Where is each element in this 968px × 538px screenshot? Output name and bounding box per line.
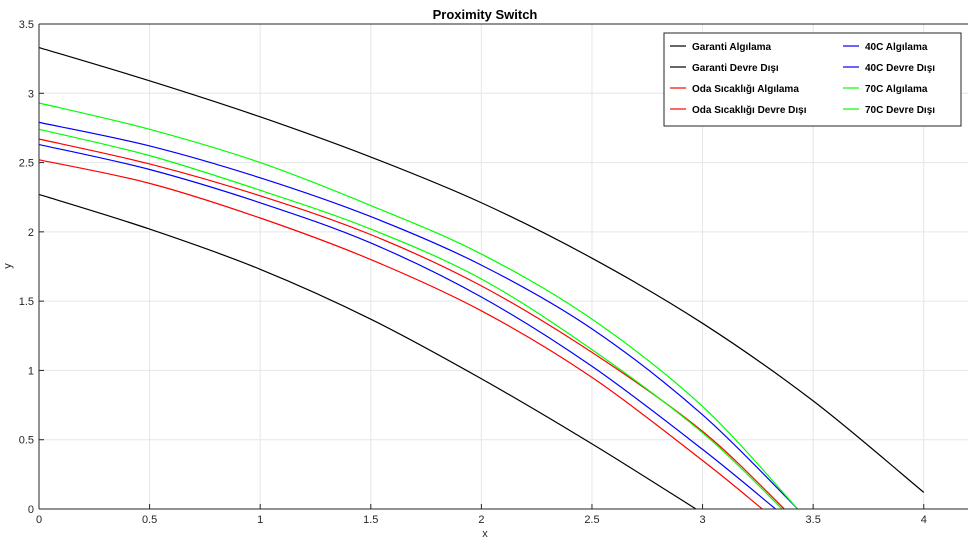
legend-label: Oda Sıcaklığı Devre Dışı [692, 105, 807, 116]
series-line-5 [39, 122, 798, 509]
legend-label: 70C Algılama [865, 84, 928, 95]
y-tick-label: 3 [28, 88, 34, 100]
y-tick-label: 1.5 [19, 296, 34, 308]
x-tick-label: 3.5 [806, 514, 821, 526]
x-tick-label: 3 [700, 514, 706, 526]
legend-label: 40C Devre Dışı [865, 63, 935, 74]
series-line-3 [39, 139, 784, 509]
legend-label: 70C Devre Dışı [865, 105, 935, 116]
chart-title: Proximity Switch [433, 7, 538, 22]
legend: Garanti Algılama Garanti Devre Dışı Oda Sı… [664, 33, 961, 126]
x-tick-label: 0 [36, 514, 42, 526]
series-line-8 [39, 129, 782, 509]
legend-label: Garanti Algılama [692, 42, 772, 53]
x-axis-label: x [482, 528, 488, 538]
x-tick-label: 4 [921, 514, 927, 526]
y-tick-label: 2 [28, 227, 34, 239]
legend-label: 40C Algılama [865, 42, 928, 53]
x-tick-label: 1.5 [363, 514, 378, 526]
x-tick-label: 1 [257, 514, 263, 526]
legend-label: Oda Sıcaklığı Algılama [692, 84, 799, 95]
y-tick-label: 2.5 [19, 158, 34, 170]
y-tick-label: 1 [28, 365, 34, 377]
y-tick-label: 0.5 [19, 435, 34, 447]
x-tick-label: 2.5 [584, 514, 599, 526]
x-tick-label: 0.5 [142, 514, 157, 526]
legend-label: Garanti Devre Dışı [692, 63, 779, 74]
y-tick-label: 3.5 [19, 19, 34, 31]
y-tick-label: 0 [28, 504, 34, 516]
x-tick-label: 2 [478, 514, 484, 526]
series-line-7 [39, 103, 798, 509]
y-axis-label: y [2, 263, 14, 269]
